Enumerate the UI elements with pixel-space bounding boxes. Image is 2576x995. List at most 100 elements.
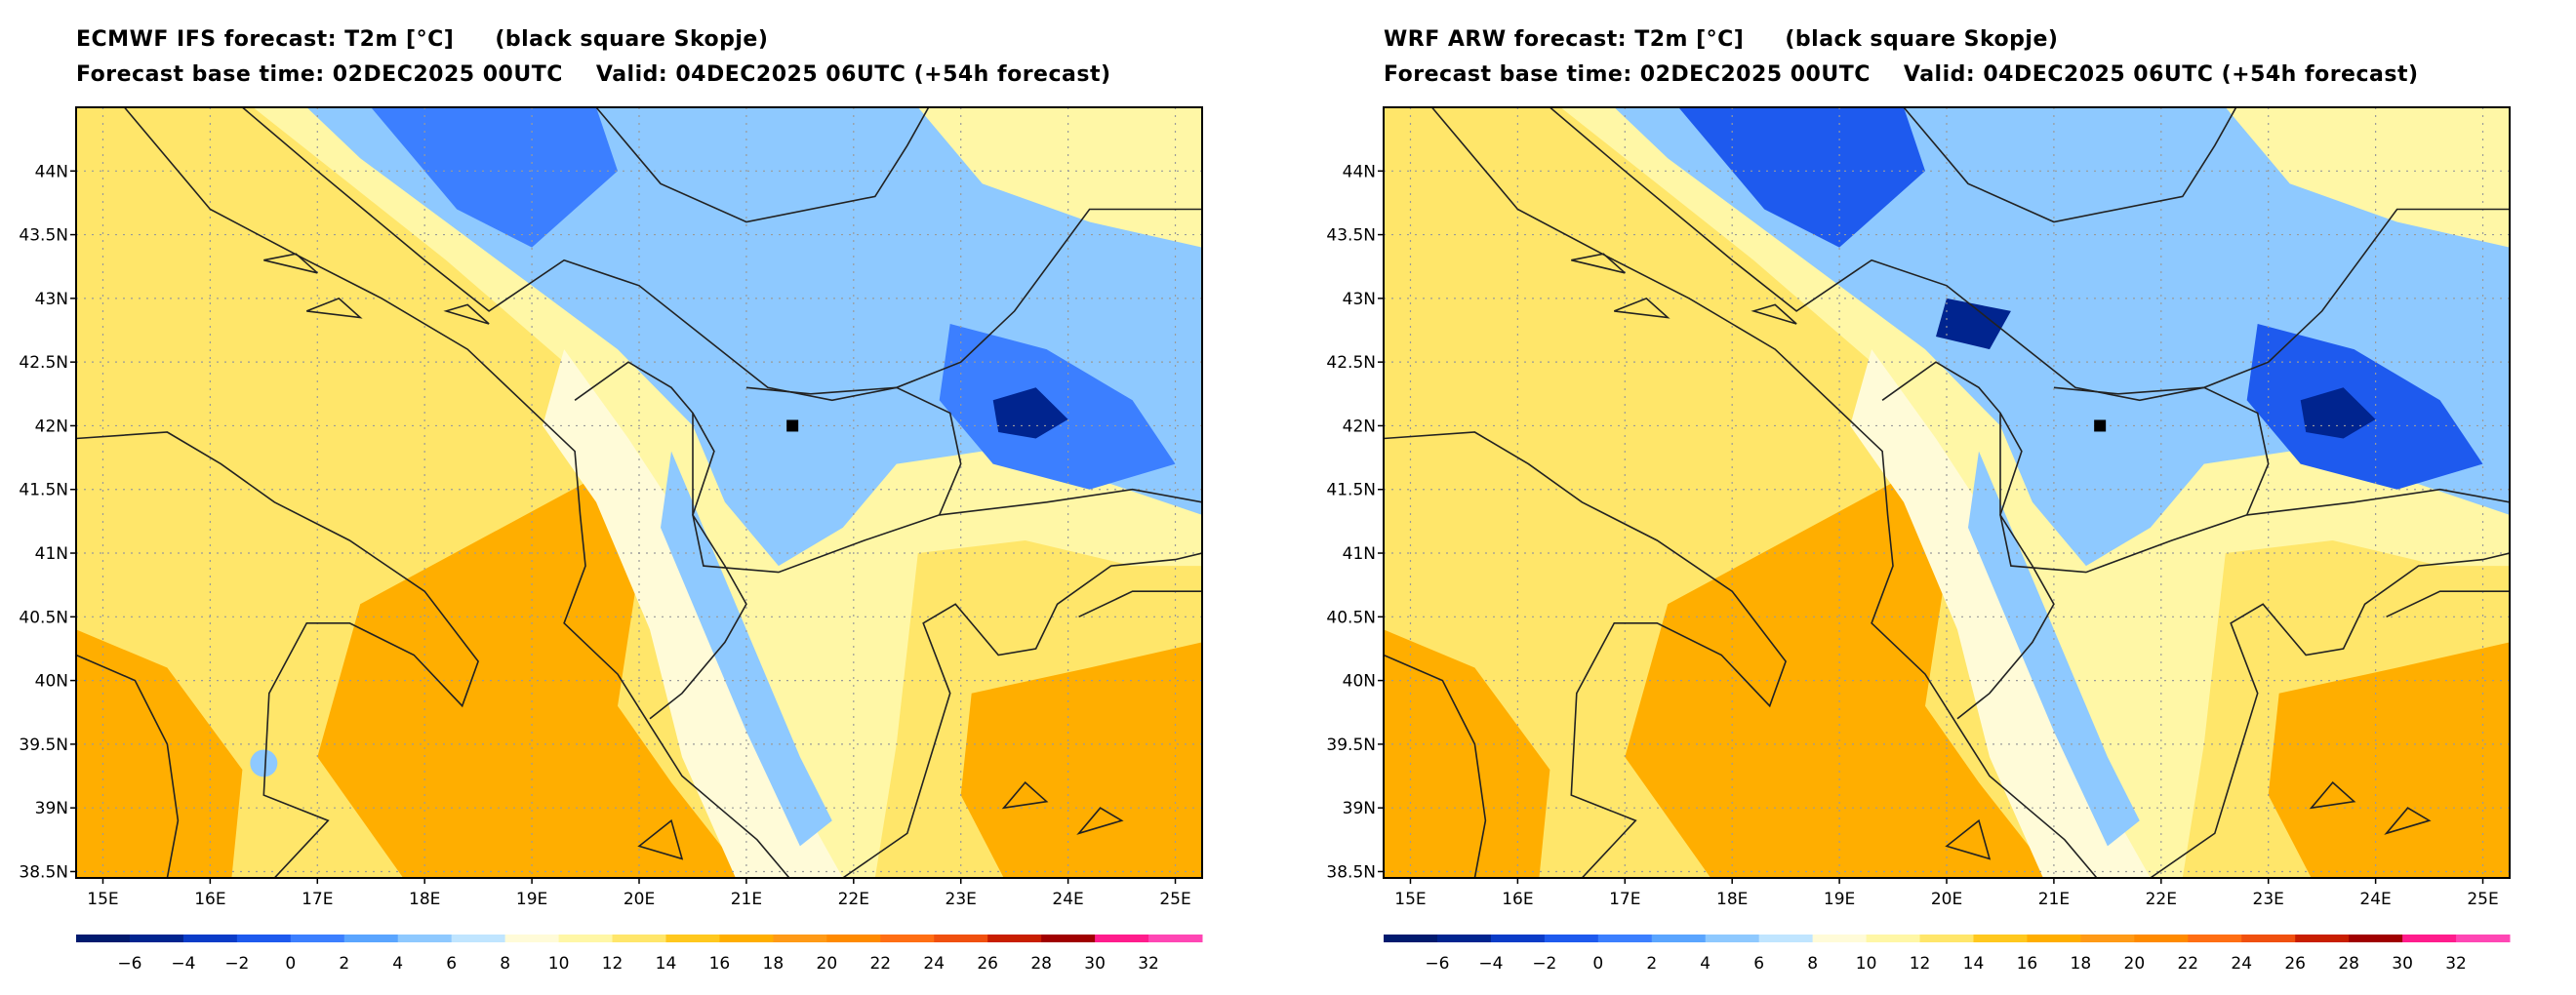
orange-region-aegean xyxy=(960,642,1202,878)
colorbar-swatch xyxy=(2402,935,2457,942)
colorbar-label: 28 xyxy=(1030,954,1052,974)
coastline xyxy=(1430,107,2098,878)
cold-core-west xyxy=(1936,298,2011,350)
colorbar-swatch xyxy=(826,935,881,942)
colorbar-label: 6 xyxy=(1753,954,1764,974)
island-outline xyxy=(637,818,684,860)
lat-tick-label: 40N xyxy=(35,672,68,692)
colorbar-label: 16 xyxy=(709,954,731,974)
colorbar-swatch xyxy=(558,935,614,942)
colorbar-swatch xyxy=(2080,935,2135,942)
colorbar-swatch xyxy=(1490,935,1546,942)
colorbar-swatch xyxy=(2027,935,2081,942)
lat-tick-label: 41N xyxy=(1343,544,1376,564)
coastline xyxy=(1384,431,1788,878)
deep-cold-region-east xyxy=(939,324,1176,490)
colorbar-swatch xyxy=(1651,935,1707,942)
island-outline xyxy=(1751,303,1797,325)
skopje-marker: Skopje xyxy=(2094,419,2107,432)
colorbar-swatch xyxy=(1973,935,2028,942)
deep-cold-region xyxy=(371,107,618,248)
colorbar-swatch xyxy=(182,935,238,942)
panel-title: WRF ARW forecast: T2m [°C] (black square … xyxy=(1384,27,2059,52)
colorbar-label: −4 xyxy=(1478,954,1503,974)
colorbar-swatch xyxy=(987,935,1042,942)
colorbar-label: 30 xyxy=(1084,954,1106,974)
island-outline xyxy=(306,297,363,319)
lat-tick-label: 42N xyxy=(1343,417,1376,436)
lon-tick-label: 16E xyxy=(194,890,225,909)
colorbar-swatch xyxy=(290,935,345,942)
colorbar-label: 20 xyxy=(817,954,838,974)
lat-tick-label: 38.5N xyxy=(19,862,68,882)
cold-core xyxy=(2300,387,2376,439)
lat-tick-label: 40.5N xyxy=(1326,608,1376,627)
island-outline xyxy=(1571,253,1626,274)
colorbar-label: 12 xyxy=(602,954,624,974)
coastlines xyxy=(1384,107,2510,878)
cold-strip xyxy=(1968,451,2140,847)
coastline xyxy=(1078,590,1202,618)
colorbar-swatch xyxy=(1148,935,1203,942)
coastline xyxy=(123,107,790,878)
forecast-map: Skopje 15E 16E 17E 18E 19E 20E 21E 22E 23E 24E 25E 4… xyxy=(1326,106,2511,974)
colorbar-swatch xyxy=(612,935,666,942)
colorbar-swatch xyxy=(2188,935,2242,942)
lat-tick-label: 39.5N xyxy=(1326,736,1376,755)
colorbar-swatch xyxy=(1041,935,1096,942)
colorbar-label: −4 xyxy=(171,954,195,974)
lon-tick-label: 17E xyxy=(302,890,333,909)
colorbar-swatch xyxy=(880,935,935,942)
colorbar-label: 12 xyxy=(1910,954,1931,974)
graticule xyxy=(1384,107,2510,878)
orange-region-southwest xyxy=(76,629,243,878)
cold-strip xyxy=(661,451,832,847)
colorbar-swatch xyxy=(1919,935,1974,942)
colorbar-label: −2 xyxy=(224,954,249,974)
colorbar-swatch xyxy=(1705,935,1760,942)
colorbar-label: 10 xyxy=(1856,954,1877,974)
colorbar-label: 2 xyxy=(339,954,349,974)
lat-tick-label: 41.5N xyxy=(1326,481,1376,500)
lat-tick-label: 42.5N xyxy=(19,353,68,373)
panel-subtitle: Forecast base time: 02DEC2025 00UTC Valid… xyxy=(1384,62,2419,87)
skopje-marker: Skopje xyxy=(786,419,799,432)
colorbar-swatch xyxy=(397,935,453,942)
orange-region-aegean xyxy=(2268,642,2510,878)
wrf-panel: WRF ARW forecast: T2m [°C] (black square … xyxy=(1308,0,2566,995)
ecmwf-panel: ECMWF IFS forecast: T2m [°C] (black squar… xyxy=(0,0,1259,995)
colorbar-label: −6 xyxy=(117,954,141,974)
lat-tick-label: 39.5N xyxy=(19,736,68,755)
lat-tick-label: 44N xyxy=(1343,162,1376,181)
coastline xyxy=(2150,552,2510,878)
lon-tick-label: 15E xyxy=(87,890,118,909)
colorbar-label: 4 xyxy=(1700,954,1711,974)
coastline xyxy=(2386,590,2510,618)
lon-tick-label: 18E xyxy=(409,890,440,909)
island-outline xyxy=(2384,807,2432,835)
colorbar-label: 22 xyxy=(2177,954,2198,974)
colorbar-label: 32 xyxy=(2445,954,2467,974)
island-outline xyxy=(1945,818,1992,860)
country-border xyxy=(574,361,747,720)
colorbar-swatch xyxy=(2134,935,2189,942)
colorbar-label: 2 xyxy=(1646,954,1657,974)
colorbar-label: 22 xyxy=(869,954,891,974)
colorbar-label: 20 xyxy=(2124,954,2146,974)
colorbar-label: 0 xyxy=(285,954,296,974)
deep-cold-region-east xyxy=(2246,324,2483,490)
lat-tick-label: 39N xyxy=(35,799,68,818)
colorbar-label: 4 xyxy=(392,954,403,974)
temperature-field xyxy=(1384,107,2510,878)
colorbar-swatch xyxy=(2456,935,2511,942)
colorbar-swatch xyxy=(1812,935,1868,942)
lon-tick-label: 21E xyxy=(731,890,762,909)
country-border xyxy=(1549,107,2510,402)
lat-tick-label: 42N xyxy=(35,417,68,436)
colorbar-swatch xyxy=(2295,935,2350,942)
coastline xyxy=(76,654,180,878)
lon-tick-label: 23E xyxy=(946,890,977,909)
lat-tick-label: 43N xyxy=(35,290,68,309)
lon-tick-label: 22E xyxy=(838,890,869,909)
colorbar-label: 14 xyxy=(656,954,677,974)
